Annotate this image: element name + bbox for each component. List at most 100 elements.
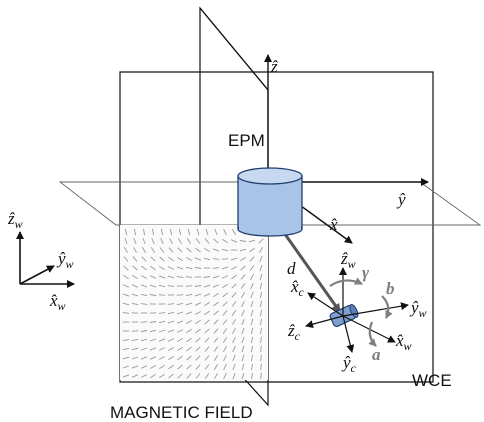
field-line-segment xyxy=(177,247,183,253)
field-line-segment xyxy=(123,256,129,262)
field-line-segment xyxy=(194,293,202,297)
field-line-segment xyxy=(149,365,157,369)
rotation-gamma-arrow xyxy=(329,277,363,287)
field-line-segment xyxy=(158,338,166,342)
label-gamma: γ xyxy=(362,263,370,282)
field-line-segment xyxy=(186,355,192,361)
field-line-segment xyxy=(204,364,210,370)
field-line-segment xyxy=(249,247,255,253)
field-line-segment xyxy=(185,293,193,297)
field-line-segment xyxy=(194,267,202,269)
field-line-segment xyxy=(212,267,220,269)
field-line-segment xyxy=(177,373,183,379)
field-line-segment xyxy=(158,275,166,279)
label-distance: d⃗ xyxy=(287,259,309,278)
field-line-segment xyxy=(203,248,211,252)
field-line-segment xyxy=(222,283,228,289)
field-line-segment xyxy=(167,285,175,287)
field-line-segment xyxy=(203,284,211,288)
field-line-segment xyxy=(186,373,192,379)
field-line-segment xyxy=(250,336,254,344)
label-epm: EPM xyxy=(228,131,265,150)
field-line-segment xyxy=(231,292,237,298)
field-line-segment xyxy=(259,255,263,263)
field-line-segment xyxy=(260,363,262,371)
field-line-segment xyxy=(133,247,137,253)
field-line-segment xyxy=(140,356,148,360)
field-line-segment xyxy=(213,310,219,316)
field-line-segment xyxy=(213,238,219,244)
field-line-segment xyxy=(134,228,136,236)
field-line-segment xyxy=(151,237,155,245)
field-line-segment xyxy=(167,311,175,315)
field-line-segment xyxy=(249,256,255,262)
field-line-segment xyxy=(250,309,254,317)
field-line-segment xyxy=(222,301,228,307)
field-line-segment xyxy=(176,266,184,270)
field-line-segment xyxy=(186,247,192,253)
field-line-segment xyxy=(167,303,175,305)
field-line-segment xyxy=(132,265,138,271)
field-line-segment xyxy=(259,264,263,272)
field-line-segment xyxy=(186,337,192,343)
field-line-segment xyxy=(241,363,245,371)
field-line-segment xyxy=(143,228,145,236)
field-line-segment xyxy=(122,284,130,288)
field-line-segment xyxy=(222,292,228,298)
legend-label-y: ŷw xyxy=(56,249,74,271)
field-line-segment xyxy=(241,354,245,362)
field-line-segment xyxy=(204,328,210,334)
field-line-segment xyxy=(195,319,201,325)
field-line-segment xyxy=(260,327,262,335)
field-line-segment xyxy=(223,354,227,362)
field-line-segment xyxy=(241,372,245,380)
field-line-segment xyxy=(194,285,202,287)
field-line-segment xyxy=(149,347,157,351)
field-line-segment xyxy=(241,309,245,317)
field-line-segment xyxy=(150,373,156,379)
field-line-segment xyxy=(160,228,164,236)
field-line-segment xyxy=(158,320,166,324)
field-line-segment xyxy=(149,356,157,360)
field-line-segment xyxy=(232,372,236,380)
field-line-segment xyxy=(159,373,165,379)
field-line-segment xyxy=(222,328,228,334)
field-line-segment xyxy=(187,228,191,236)
field-line-segment xyxy=(260,309,262,317)
field-line-segment xyxy=(141,247,147,253)
field-line-segment xyxy=(195,355,201,361)
field-line-segment xyxy=(140,275,148,279)
field-line-segment xyxy=(232,327,236,335)
field-line-segment xyxy=(169,228,173,236)
field-line-segment xyxy=(240,292,246,298)
field-line-segment xyxy=(232,354,236,362)
field-line-segment xyxy=(212,248,220,252)
field-line-segment xyxy=(122,293,130,297)
field-line-segment xyxy=(250,318,254,326)
field-line-segment xyxy=(167,338,175,342)
field-line-segment xyxy=(241,300,245,308)
epm-magnet xyxy=(237,167,303,237)
field-line-segment xyxy=(150,247,156,253)
field-line-segment xyxy=(195,346,201,352)
field-line-segment xyxy=(241,336,245,344)
field-line-segment xyxy=(194,302,202,306)
field-line-segment xyxy=(149,284,157,288)
field-line-segment xyxy=(249,265,255,271)
field-line-segment xyxy=(186,238,192,244)
field-line-segment xyxy=(177,355,183,361)
field-line-segment xyxy=(131,347,139,351)
field-line-segment xyxy=(213,301,219,307)
field-line-segment xyxy=(194,257,202,261)
field-line-segment xyxy=(140,365,148,369)
field-line-segment xyxy=(140,293,148,297)
rotation-b-arrow xyxy=(381,295,393,319)
field-line-segment xyxy=(159,256,165,262)
field-line-segment xyxy=(250,327,254,335)
field-line-segment xyxy=(140,303,148,305)
field-line-segment xyxy=(132,256,138,262)
label-wce: WCE xyxy=(412,371,452,390)
label-b: b xyxy=(386,279,395,298)
field-line-segment xyxy=(168,364,174,370)
field-line-segment xyxy=(260,336,262,344)
